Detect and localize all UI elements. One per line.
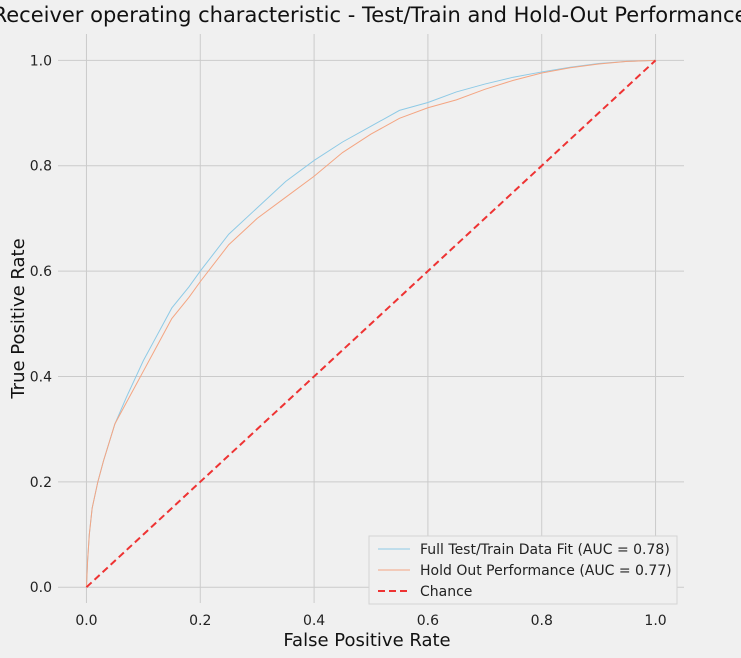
- y-tick-labels: 0.0 0.2 0.4 0.6 0.8 1.0: [30, 53, 52, 596]
- x-tick-label: 0.0: [75, 613, 97, 629]
- series-line-1: [85, 59, 656, 588]
- legend-label: Hold Out Performance (AUC = 0.77): [420, 563, 672, 579]
- y-tick-label: 0.8: [30, 159, 52, 175]
- grid: [58, 34, 684, 603]
- y-axis-label: True Positive Rate: [8, 238, 29, 399]
- x-tick-label: 0.6: [417, 613, 439, 629]
- series-line-2: [85, 59, 657, 588]
- y-tick-label: 0.6: [30, 264, 52, 280]
- y-tick-label: 0.2: [30, 475, 52, 491]
- x-tick-label: 0.2: [189, 613, 211, 629]
- series-lines: [85, 59, 657, 588]
- x-tick-labels: 0.0 0.2 0.4 0.6 0.8 1.0: [75, 613, 666, 629]
- legend: Full Test/Train Data Fit (AUC = 0.78) Hol…: [368, 535, 678, 605]
- chart-title: Receiver operating characteristic - Test…: [0, 3, 741, 27]
- x-tick-label: 0.4: [303, 613, 325, 629]
- legend-box: [368, 535, 678, 605]
- x-axis-label: False Positive Rate: [283, 630, 450, 651]
- legend-label: Full Test/Train Data Fit (AUC = 0.78): [420, 542, 670, 558]
- y-tick-label: 0.4: [30, 369, 52, 385]
- x-tick-label: 0.8: [531, 613, 553, 629]
- x-tick-label: 1.0: [644, 613, 666, 629]
- y-tick-label: 0.0: [30, 580, 52, 596]
- y-tick-label: 1.0: [30, 53, 52, 69]
- legend-label: Chance: [420, 584, 472, 600]
- plot-area: [58, 34, 684, 603]
